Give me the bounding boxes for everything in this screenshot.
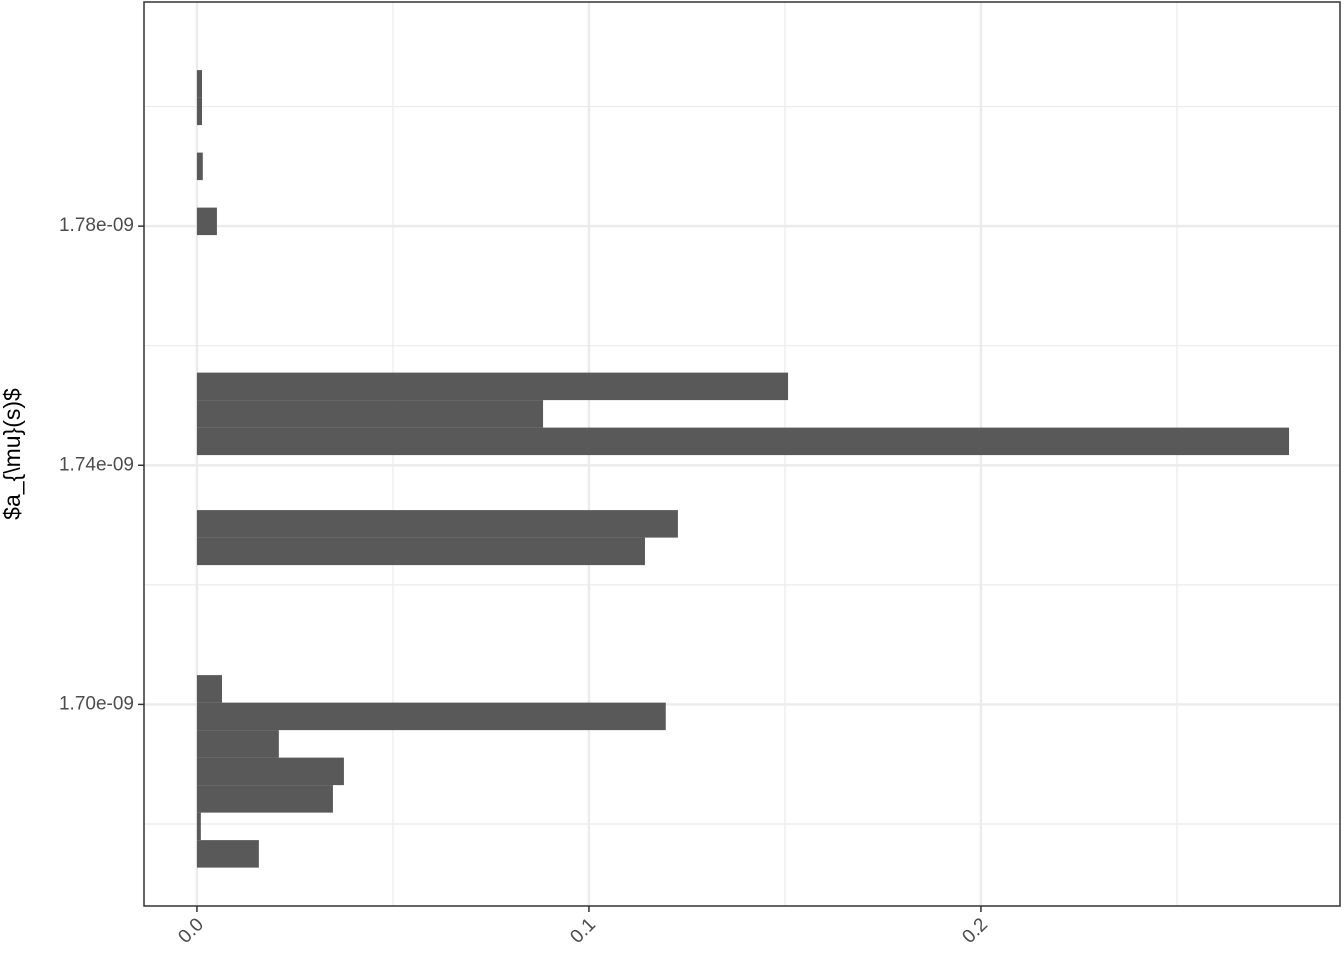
y-tick-label: 1.74e-09 <box>59 454 134 475</box>
x-tick-label: 0.2 <box>958 914 992 948</box>
bar <box>196 510 678 538</box>
bar <box>196 70 203 98</box>
bar <box>196 702 666 731</box>
bar <box>196 730 279 758</box>
bar <box>196 812 201 841</box>
y-axis-label: $a_{\mu}(s)$ <box>0 388 25 520</box>
bar <box>196 785 333 813</box>
x-tick-label: 0.1 <box>566 914 600 948</box>
bar <box>196 152 203 181</box>
y-tick-label: 1.70e-09 <box>59 693 134 714</box>
bar <box>196 207 217 236</box>
bar <box>196 840 259 868</box>
bar <box>196 427 1290 456</box>
bar <box>196 372 789 401</box>
bar <box>196 400 544 428</box>
x-tick-label: 0.0 <box>174 914 208 948</box>
y-tick-label: 1.78e-09 <box>59 215 134 236</box>
bar <box>196 757 344 786</box>
bar <box>196 537 645 566</box>
bar <box>196 675 223 703</box>
panel-border <box>143 1 1341 907</box>
bar <box>196 97 203 126</box>
